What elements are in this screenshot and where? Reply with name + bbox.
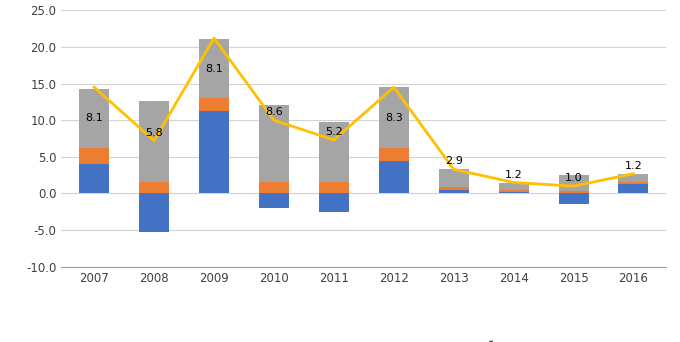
Text: 2.9: 2.9 (445, 156, 462, 166)
Legend: زراعت, صنایع, خدمات, رشد واقعی درآمد سرانه: زراعت, صنایع, خدمات, رشد واقعی درآمد سرا… (180, 336, 548, 342)
Bar (139, 183, 169, 194)
Bar (619, 183, 649, 184)
Bar (439, 190, 469, 194)
Bar (199, 111, 229, 194)
Bar (139, 194, 169, 232)
Bar (199, 98, 229, 111)
Bar (558, 191, 588, 194)
Bar (199, 39, 229, 98)
Text: 8.3: 8.3 (385, 113, 403, 123)
Text: 8.6: 8.6 (265, 107, 283, 117)
Bar (439, 169, 469, 187)
Bar (79, 164, 109, 194)
Text: 1.0: 1.0 (564, 173, 582, 183)
Bar (558, 194, 588, 205)
Text: 1.2: 1.2 (624, 161, 643, 171)
Text: 8.1: 8.1 (205, 64, 223, 74)
Bar (439, 187, 469, 190)
Bar (379, 148, 409, 161)
Text: 1.2: 1.2 (505, 170, 522, 180)
Bar (139, 101, 169, 183)
Bar (379, 161, 409, 194)
Bar (498, 190, 528, 192)
Bar (79, 89, 109, 148)
Bar (379, 87, 409, 148)
Bar (79, 148, 109, 164)
Bar (259, 105, 289, 183)
Bar (619, 174, 649, 183)
Text: 5.8: 5.8 (146, 128, 163, 138)
Text: 8.1: 8.1 (85, 113, 103, 123)
Bar (259, 194, 289, 208)
Bar (498, 183, 528, 190)
Bar (319, 183, 349, 194)
Bar (319, 122, 349, 183)
Bar (558, 175, 588, 191)
Bar (319, 194, 349, 212)
Bar (259, 183, 289, 194)
Text: 5.2: 5.2 (325, 127, 343, 137)
Bar (619, 184, 649, 194)
Bar (498, 192, 528, 194)
